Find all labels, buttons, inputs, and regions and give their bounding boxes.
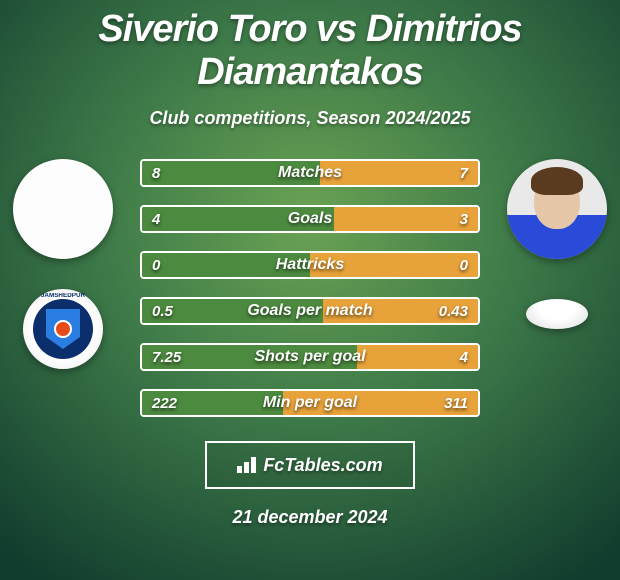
player-left-avatar xyxy=(13,159,113,259)
stat-row: 0.50.43Goals per match xyxy=(140,297,480,325)
brand-label: FcTables.com xyxy=(263,455,382,476)
stat-row: 00Hattricks xyxy=(140,251,480,279)
stat-row: 222311Min per goal xyxy=(140,389,480,417)
stat-right-fill xyxy=(334,207,478,231)
comparison-subtitle: Club competitions, Season 2024/2025 xyxy=(0,108,620,129)
stat-value-right: 3 xyxy=(460,207,468,231)
player-left: JAMSHEDPUR xyxy=(8,159,118,369)
stat-value-left: 222 xyxy=(152,391,177,415)
stat-value-left: 4 xyxy=(152,207,160,231)
comparison-title: Siverio Toro vs Dimitrios Diamantakos xyxy=(0,0,620,94)
stat-row: 43Goals xyxy=(140,205,480,233)
stat-row: 7.254Shots per goal xyxy=(140,343,480,371)
stat-value-right: 7 xyxy=(460,161,468,185)
stat-value-right: 311 xyxy=(444,391,468,415)
stat-value-right: 0 xyxy=(460,253,468,277)
player-left-club-badge: JAMSHEDPUR xyxy=(23,289,103,369)
brand-box[interactable]: FcTables.com xyxy=(205,441,415,489)
stat-left-fill xyxy=(142,253,310,277)
player-right xyxy=(502,159,612,329)
stat-row: 87Matches xyxy=(140,159,480,187)
stat-value-right: 4 xyxy=(460,345,468,369)
stat-value-right: 0.43 xyxy=(439,299,468,323)
stat-value-left: 8 xyxy=(152,161,160,185)
shield-icon xyxy=(46,309,80,349)
stat-value-left: 7.25 xyxy=(152,345,181,369)
snapshot-date: 21 december 2024 xyxy=(0,507,620,528)
stat-left-fill xyxy=(142,161,320,185)
bar-chart-icon xyxy=(237,457,257,473)
stat-right-fill xyxy=(320,161,478,185)
stat-value-left: 0.5 xyxy=(152,299,173,323)
stat-right-fill xyxy=(310,253,478,277)
stat-bars: 87Matches43Goals00Hattricks0.50.43Goals … xyxy=(140,159,480,417)
stat-value-left: 0 xyxy=(152,253,160,277)
comparison-main: JAMSHEDPUR 87Matches43Goals00Hattricks0.… xyxy=(0,159,620,528)
player-right-avatar xyxy=(507,159,607,259)
player-right-club-badge xyxy=(526,299,588,329)
stat-left-fill xyxy=(142,207,334,231)
